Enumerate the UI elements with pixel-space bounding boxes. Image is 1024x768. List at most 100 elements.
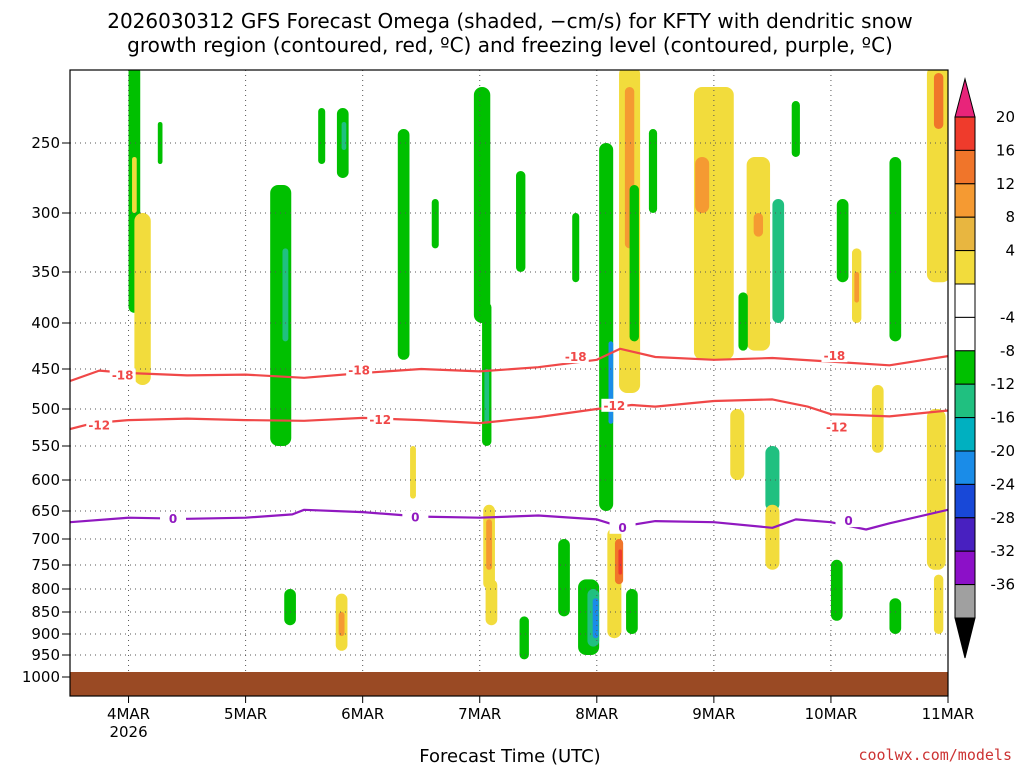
omega-region <box>629 185 639 342</box>
colorbar-bottom-arrow <box>954 617 976 659</box>
colorbar-swatch <box>954 383 976 419</box>
contour-label-bg <box>109 368 136 382</box>
omega-region <box>765 504 780 570</box>
x-axis-title: Forecast Time (UTC) <box>419 746 600 767</box>
y-tick-label: 700 <box>31 530 60 548</box>
y-tick-label: 450 <box>31 360 60 378</box>
colorbar-label: 12 <box>996 175 1015 193</box>
colorbar-swatch <box>954 149 976 185</box>
plot-background <box>70 70 948 696</box>
omega-region <box>933 73 944 129</box>
omega-region <box>746 157 771 351</box>
colorbar-label: -20 <box>991 442 1016 460</box>
y-tick-label: 750 <box>31 556 60 574</box>
omega-region <box>282 248 289 342</box>
y-tick-label: 250 <box>31 134 60 152</box>
plot-frame <box>69 69 949 697</box>
x-tick-label: 10MAR <box>805 705 858 723</box>
omega-region <box>592 598 599 639</box>
omega-region <box>648 129 658 213</box>
omega-region <box>486 519 493 570</box>
y-tick-label: 400 <box>31 314 60 332</box>
omega-region <box>854 272 860 303</box>
y-tick-label: 650 <box>31 502 60 520</box>
colorbar-label: -4 <box>1000 308 1015 326</box>
contour-label: -12 <box>88 418 110 432</box>
omega-region <box>473 87 491 323</box>
colorbar-swatch <box>954 183 976 218</box>
colorbar-label: -32 <box>991 542 1016 560</box>
colorbar-label: -16 <box>991 409 1016 427</box>
omega-region <box>830 559 843 621</box>
omega-region <box>791 101 800 157</box>
colorbar-top-arrow <box>954 77 976 118</box>
contour-label: -12 <box>604 399 626 413</box>
colorbar-swatch <box>954 417 976 452</box>
contour-label: 0 <box>169 512 177 526</box>
contour-label: -18 <box>565 350 587 364</box>
contour-label-bg <box>601 398 628 412</box>
omega-region <box>626 589 638 634</box>
y-tick-label: 1000 <box>22 668 60 686</box>
omega-region <box>572 213 580 283</box>
colorbar-swatch <box>954 450 976 485</box>
omega-region <box>618 549 622 575</box>
x-tick-label: 6MAR <box>341 705 384 723</box>
omega-region <box>693 87 734 360</box>
chart-title-line2: growth region (contoured, red, ºC) and f… <box>127 33 893 57</box>
contour-label: -18 <box>348 364 370 378</box>
colorbar-label: -12 <box>991 375 1016 393</box>
omega-region <box>871 385 884 453</box>
x-tick-label: 8MAR <box>575 705 618 723</box>
y-tick-label: 850 <box>31 603 60 621</box>
y-tick-label: 350 <box>31 263 60 281</box>
omega-region <box>519 616 529 660</box>
x-tick-label: 9MAR <box>692 705 735 723</box>
colorbar-swatch <box>954 250 976 285</box>
y-tick-label: 600 <box>31 471 60 489</box>
freezing-level-line <box>70 508 948 531</box>
omega-region <box>516 171 526 272</box>
contour-label-bg <box>835 514 862 528</box>
y-tick-label: 550 <box>31 437 60 455</box>
omega-region <box>738 292 748 351</box>
omega-region <box>338 612 345 637</box>
x-tick-label: 4MAR <box>107 705 150 723</box>
omega-region <box>558 539 570 617</box>
omega-region <box>765 446 780 511</box>
dgz-minus-12-line <box>70 398 948 431</box>
contour-label-bg <box>367 413 394 427</box>
colorbar-swatch <box>954 283 976 318</box>
temperature-contours: -18 -18 -18 -18 -12 -12 -12 -12 0 0 0 0 <box>70 347 948 535</box>
y-tick-label: 800 <box>31 580 60 598</box>
contour-label: 0 <box>844 514 852 528</box>
omega-region <box>341 122 347 150</box>
y-axis: 250 300 350 400 450 500 550 600 650 700 750 800 850 9… <box>22 134 70 686</box>
contour-label-bg <box>609 520 636 534</box>
omega-region <box>836 199 849 283</box>
dgz-minus-18-line <box>70 347 948 383</box>
contour-label: -12 <box>369 413 391 427</box>
colorbar-label: 8 <box>1005 208 1015 226</box>
credit-text: coolwx.com/models <box>858 746 1012 764</box>
omega-region <box>132 157 137 213</box>
colorbar-swatch <box>954 483 976 519</box>
omega-region <box>730 409 745 480</box>
omega-region <box>318 108 326 164</box>
x-tick-label: 7MAR <box>458 705 501 723</box>
omega-region <box>397 129 410 360</box>
contour-label: -12 <box>826 421 848 435</box>
colorbar-swatch <box>954 584 976 619</box>
omega-region <box>599 143 614 511</box>
contour-label: 0 <box>618 521 626 535</box>
contour-label-bg <box>160 511 187 525</box>
colorbar-label: 16 <box>996 141 1015 159</box>
colorbar-swatch <box>954 116 976 151</box>
omega-region <box>284 589 296 626</box>
omega-region <box>695 157 710 213</box>
colorbar-swatch <box>954 517 976 552</box>
colorbar-swatch <box>954 550 976 586</box>
chart-title: 2026030312 GFS Forecast Omega (shaded, −… <box>107 9 913 33</box>
omega-region <box>926 409 946 570</box>
